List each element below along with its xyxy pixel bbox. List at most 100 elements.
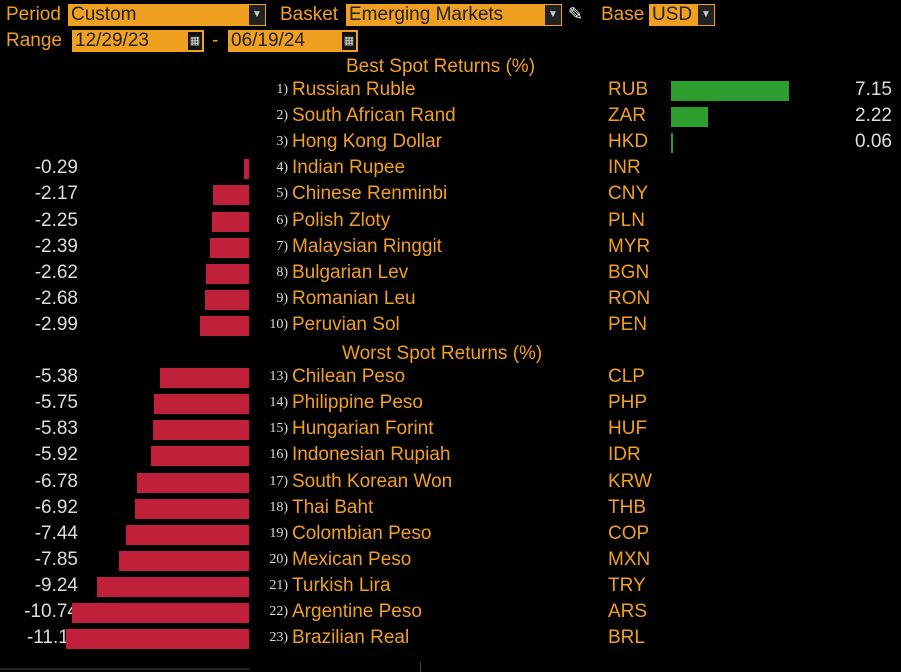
negative-bar — [154, 394, 249, 415]
table-row[interactable]: -11.11 23) Brazilian Real BRL — [0, 626, 901, 652]
rank-label: 15) — [269, 421, 288, 437]
currency-code: IDR — [608, 444, 641, 466]
currency-name[interactable]: Argentine Peso — [292, 601, 422, 622]
table-row[interactable]: -5.75 14) Philippine Peso PHP — [0, 391, 901, 417]
currency-code: PHP — [608, 392, 648, 414]
currency-code: INR — [608, 157, 641, 179]
table-row[interactable]: 0.06 3) Hong Kong Dollar HKD — [0, 130, 901, 156]
period-dropdown[interactable]: Custom ▼ — [68, 4, 266, 26]
currency-name[interactable]: Hong Kong Dollar — [292, 131, 442, 153]
value-label: -2.17 — [34, 183, 78, 205]
negative-bar — [137, 472, 249, 493]
table-row[interactable]: -9.24 21) Turkish Lira TRY — [0, 574, 901, 600]
chevron-down-icon[interactable]: ▼ — [249, 5, 265, 25]
table-row[interactable]: 2.22 2) South African Rand ZAR — [0, 104, 901, 130]
basket-dropdown[interactable]: Emerging Markets ▼ — [346, 4, 562, 26]
calendar-icon[interactable]: ▦ — [342, 32, 356, 50]
currency-name[interactable]: Chinese Renminbi — [292, 183, 448, 205]
range-start-field[interactable]: 12/29/23 ▦ — [72, 30, 204, 52]
value-label: 2.22 — [855, 105, 892, 127]
chevron-down-icon[interactable]: ▼ — [698, 5, 714, 25]
rank-label: 7) — [276, 238, 288, 254]
currency-name[interactable]: Indonesian Rupiah — [292, 444, 451, 466]
range-end-field[interactable]: 06/19/24 ▦ — [228, 30, 358, 52]
negative-bar — [160, 368, 249, 389]
value-label: -7.44 — [34, 522, 78, 544]
currency-name[interactable]: Peruvian Sol — [292, 313, 400, 335]
rank-label: 4) — [276, 160, 288, 176]
currency-code: RUB — [608, 79, 649, 100]
currency-name[interactable]: Philippine Peso — [292, 392, 423, 414]
negative-bar — [209, 237, 249, 258]
currency-code: CNY — [608, 183, 649, 205]
table-row[interactable]: -7.85 20) Mexican Peso MXN — [0, 548, 901, 574]
currency-name[interactable]: Colombian Peso — [292, 522, 432, 544]
currency-name[interactable]: Polish Zloty — [292, 209, 391, 231]
value-label: -2.68 — [34, 287, 78, 309]
negative-bar — [205, 263, 249, 284]
chevron-down-icon[interactable]: ▼ — [545, 5, 561, 25]
rank-label: 22) — [269, 604, 288, 619]
base-dropdown[interactable]: USD ▼ — [649, 4, 715, 26]
table-row[interactable]: -5.83 15) Hungarian Forint HUF — [0, 417, 901, 443]
table-row[interactable]: -7.44 19) Colombian Peso COP — [0, 522, 901, 548]
value-label: -5.75 — [34, 392, 78, 414]
currency-name[interactable]: South Korean Won — [292, 470, 453, 492]
calendar-icon[interactable]: ▦ — [188, 32, 202, 50]
table-row[interactable]: 7.15 1) Russian Ruble RUB — [0, 78, 901, 104]
negative-bar — [152, 420, 249, 441]
currency-name[interactable]: Bulgarian Lev — [292, 261, 409, 283]
currency-name[interactable]: Hungarian Forint — [292, 418, 434, 440]
currency-name[interactable]: Romanian Leu — [292, 287, 416, 309]
range-start-value: 12/29/23 — [75, 30, 149, 51]
table-row[interactable]: -2.39 7) Malaysian Ringgit MYR — [0, 235, 901, 261]
table-row[interactable]: -10.74 22) Argentine Peso ARS — [0, 600, 901, 626]
base-label: Base — [601, 4, 645, 25]
positive-bar — [671, 133, 673, 154]
currency-name[interactable]: Turkish Lira — [292, 574, 391, 596]
negative-bar — [151, 446, 249, 467]
divider — [0, 668, 250, 670]
currency-name[interactable]: Brazilian Real — [292, 627, 410, 649]
currency-code: COP — [608, 522, 650, 544]
value-label: -9.24 — [34, 574, 78, 596]
table-row[interactable]: -6.92 18) Thai Baht THB — [0, 496, 901, 522]
currency-name[interactable]: Thai Baht — [292, 496, 374, 518]
currency-name[interactable]: Indian Rupee — [292, 157, 406, 179]
rank-label: 2) — [276, 108, 288, 124]
negative-bar — [119, 550, 249, 571]
table-row[interactable]: -5.92 16) Indonesian Rupiah IDR — [0, 443, 901, 469]
currency-name[interactable]: Chilean Peso — [292, 366, 406, 388]
table-row[interactable]: -6.78 17) South Korean Won KRW — [0, 470, 901, 496]
value-label: -11.11 — [26, 627, 78, 649]
pencil-icon[interactable]: ✎ — [568, 4, 584, 24]
currency-name[interactable]: South African Rand — [292, 105, 456, 127]
value-label: -5.38 — [34, 366, 78, 388]
table-row[interactable]: -2.25 6) Polish Zloty PLN — [0, 209, 901, 235]
table-row[interactable]: -5.38 13) Chilean Peso CLP — [0, 365, 901, 391]
table-row[interactable]: -2.99 10) Peruvian Sol PEN — [0, 313, 901, 339]
table-row[interactable]: -2.62 8) Bulgarian Lev BGN — [0, 261, 901, 287]
negative-bar — [96, 576, 249, 597]
currency-code: PLN — [608, 209, 645, 231]
value-label: -6.78 — [34, 470, 78, 492]
currency-name[interactable]: Russian Ruble — [292, 79, 416, 100]
table-row[interactable]: -2.17 5) Chinese Renminbi CNY — [0, 182, 901, 208]
base-value: USD — [652, 4, 693, 25]
table-row[interactable]: -2.68 9) Romanian Leu RON — [0, 287, 901, 313]
table-row[interactable]: -0.29 4) Indian Rupee INR — [0, 156, 901, 182]
currency-code: ARS — [608, 601, 648, 622]
rank-label: 1) — [276, 82, 288, 97]
negative-bar — [213, 185, 249, 206]
negative-bar — [244, 159, 249, 180]
currency-code: MYR — [608, 235, 651, 257]
rank-label: 10) — [269, 316, 288, 332]
value-label: 0.06 — [855, 131, 892, 153]
currency-name[interactable]: Malaysian Ringgit — [292, 235, 442, 257]
period-value: Custom — [71, 4, 137, 25]
currency-code: BRL — [608, 627, 645, 649]
positive-bar — [671, 81, 789, 101]
negative-bar — [211, 211, 249, 232]
currency-name[interactable]: Mexican Peso — [292, 548, 412, 570]
basket-value: Emerging Markets — [349, 4, 504, 25]
